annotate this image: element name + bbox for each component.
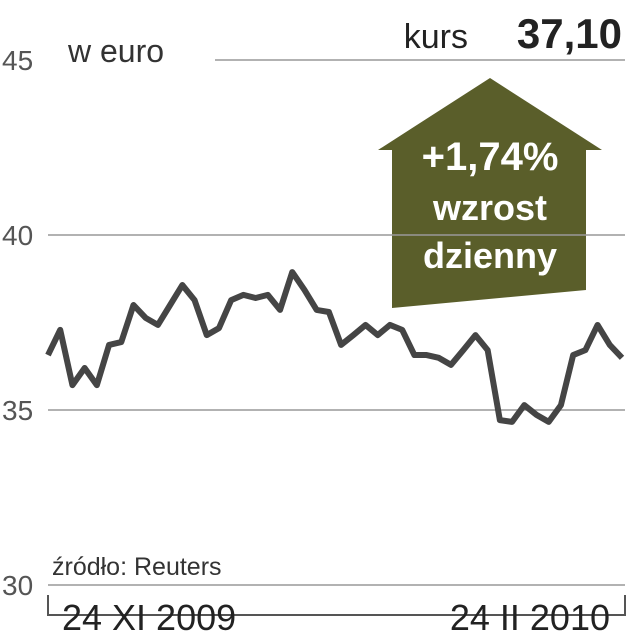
source: źródło: Reuters [52, 553, 222, 581]
y-tick-label: 40 [2, 220, 33, 251]
x-axis-bracket [47, 595, 626, 616]
headline-label: kurs [404, 18, 468, 56]
headline-value: 37,10 [517, 10, 622, 57]
arrow [378, 78, 602, 308]
arrow-text: +1,74% [422, 135, 559, 179]
y-axis-label: w euro [67, 33, 164, 69]
line [45, 269, 625, 425]
y-tick-label: 30 [2, 570, 33, 601]
x-tick-label: 24 XI 2009 [62, 597, 236, 638]
arrow-text: dzienny [423, 235, 557, 276]
x-tick-label: 24 II 2010 [450, 597, 610, 638]
y-tick-label: 35 [2, 395, 33, 426]
y-tick-label: 45 [2, 45, 33, 76]
arrow-text: wzrost [432, 187, 547, 228]
